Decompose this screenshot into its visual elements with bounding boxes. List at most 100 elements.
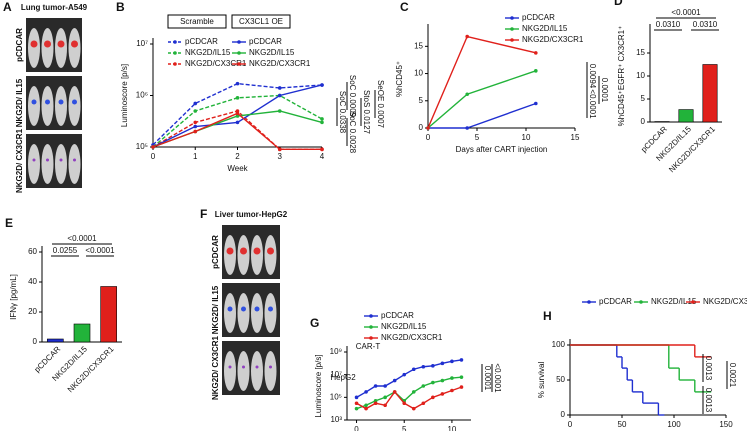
mouse <box>55 86 67 126</box>
row-label: NKG2D/ IL15 <box>211 285 220 334</box>
mouse <box>238 293 250 333</box>
signal <box>256 366 259 369</box>
signal <box>241 307 246 312</box>
x-tick-label: 1 <box>193 152 198 161</box>
y-tick-label: 0 <box>561 410 566 419</box>
point <box>278 148 282 152</box>
legend-marker <box>369 314 373 318</box>
point <box>320 121 324 125</box>
mouse <box>224 293 236 333</box>
point <box>450 360 454 364</box>
y-axis-label: Luminoscore [p/s] <box>314 354 323 417</box>
series-line <box>428 71 536 128</box>
point <box>534 51 538 55</box>
x-tick-label: 100 <box>667 420 681 429</box>
point <box>193 109 197 113</box>
legend-marker <box>510 16 514 20</box>
bar <box>47 339 63 342</box>
row-label: pCDCAR <box>15 28 24 62</box>
legend-label: NKG2D/IL15 <box>522 24 568 33</box>
y-tick-label: 20 <box>28 307 37 316</box>
x-tick-label: 15 <box>571 133 580 142</box>
point <box>374 401 378 405</box>
point <box>320 148 324 152</box>
series-line <box>153 113 322 149</box>
point <box>431 396 435 400</box>
y-tick-label: 10 <box>414 69 423 78</box>
y-tick-label: 0 <box>641 117 646 126</box>
x-tick-label: 3 <box>278 152 283 161</box>
series-line <box>357 387 462 409</box>
annotation: 0.0001 <box>483 366 492 391</box>
point <box>151 145 155 149</box>
point <box>441 392 445 396</box>
y-axis-label: % survival <box>537 362 546 399</box>
row-label: NKG2D/ IL15 <box>15 78 24 127</box>
point <box>422 365 426 369</box>
point <box>441 379 445 383</box>
point <box>431 381 435 385</box>
point <box>355 401 359 405</box>
point <box>412 390 416 394</box>
legend-marker <box>369 325 373 329</box>
y-tick-label: 50 <box>556 375 565 384</box>
signal <box>46 159 49 162</box>
point <box>236 96 240 100</box>
mouse <box>55 28 67 68</box>
panel-letter: A <box>3 0 12 14</box>
x-tick-label: 0 <box>568 420 573 429</box>
signal <box>229 366 232 369</box>
point <box>364 403 368 407</box>
annotation: 0.0013 <box>704 356 713 381</box>
mouse <box>42 86 54 126</box>
legend-label: pCDCAR <box>249 37 282 46</box>
annotation: 0.0310 <box>693 20 718 29</box>
row-label: NKG2D/ CX3CR1 <box>211 335 220 400</box>
point <box>426 126 430 130</box>
y-tick-label: 40 <box>28 277 37 286</box>
x-tick-label: 50 <box>618 420 627 429</box>
legend-marker <box>237 62 241 66</box>
bar <box>703 65 717 123</box>
x-tick-label: 4 <box>320 152 325 161</box>
signal <box>73 159 76 162</box>
y-axis-label: IFNγ [pg/mL] <box>9 274 18 320</box>
mouse <box>251 293 263 333</box>
y-axis-label: %hCD45⁺EGFR⁺ CX3CR1⁺ <box>617 26 626 127</box>
legend-label: NKG2D/CX3CR1 <box>381 333 443 342</box>
y-tick-label: 5 <box>419 96 424 105</box>
point <box>278 94 282 98</box>
x-tick-label: 5 <box>475 133 480 142</box>
y-tick-label: 100 <box>552 340 566 349</box>
series-line <box>357 360 462 397</box>
point <box>355 396 359 400</box>
legend-marker <box>691 300 695 304</box>
signal <box>268 307 273 312</box>
x-tick-label: 2 <box>235 152 240 161</box>
legend-label: NKG2D/CX3CR1 <box>249 59 311 68</box>
y-tick-label: 10 <box>636 71 645 80</box>
signal <box>254 248 261 255</box>
legend-marker <box>237 40 241 44</box>
point <box>412 407 416 411</box>
point <box>465 126 469 130</box>
mouse <box>238 351 250 391</box>
signal <box>31 41 38 48</box>
annotation: 0.0013 <box>704 388 713 413</box>
legend-label: pCDCAR <box>599 297 632 306</box>
mouse <box>55 144 67 184</box>
legend-marker <box>173 51 177 55</box>
x-axis-label: Week <box>227 164 248 173</box>
legend-label: NKG2D/CX3CR1 <box>703 297 747 306</box>
point <box>534 69 538 73</box>
signal <box>72 100 77 105</box>
y-tick-label: 5 <box>641 94 646 103</box>
signal <box>242 366 245 369</box>
legend-label: NKG2D/IL15 <box>249 48 295 57</box>
bar <box>679 110 693 122</box>
annotation: 0.0094 <box>588 64 597 89</box>
photo-title: Liver tumor-HepG2 <box>215 210 288 219</box>
mouse <box>224 351 236 391</box>
signal <box>59 100 64 105</box>
point <box>236 112 240 116</box>
